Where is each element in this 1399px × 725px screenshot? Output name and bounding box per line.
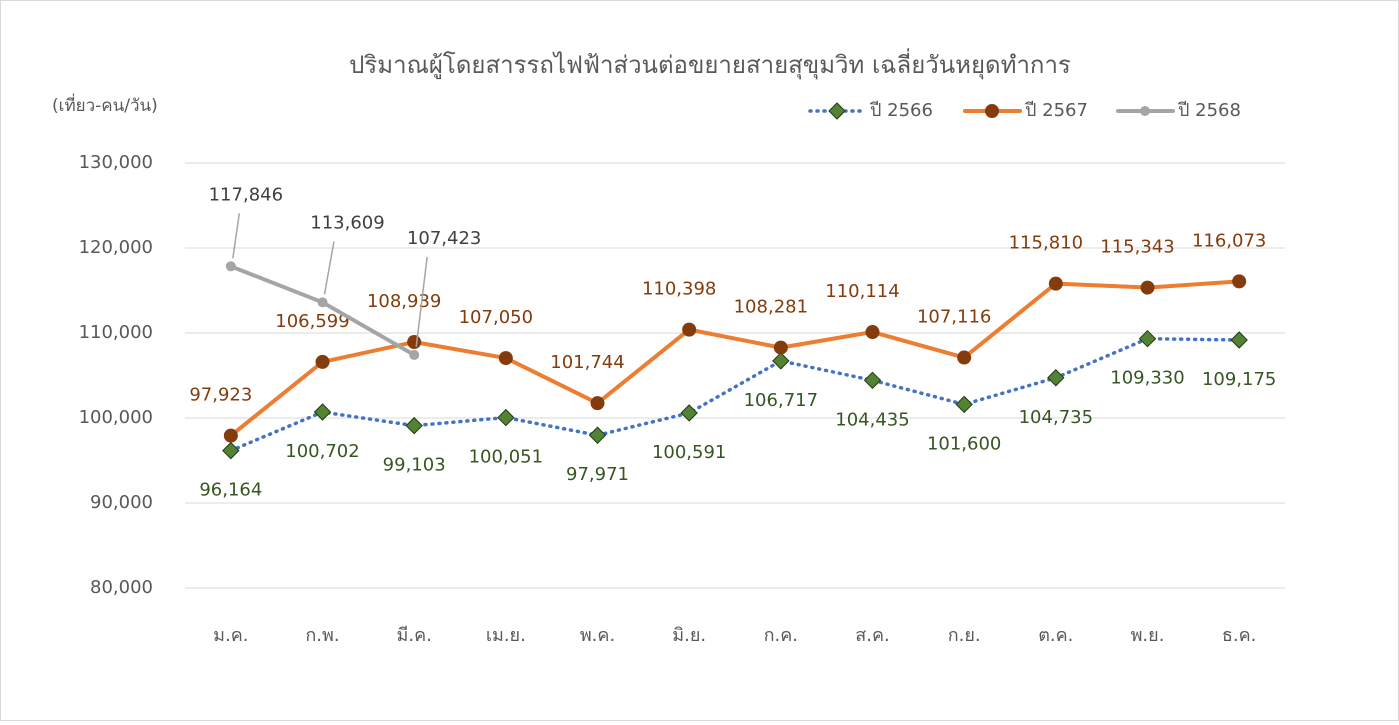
y-axis-label: (เที่ยว-คน/วัน) — [52, 93, 158, 116]
data-label: 117,846 — [209, 184, 283, 205]
data-point — [1048, 276, 1063, 291]
data-point — [590, 396, 605, 411]
data-label: 110,398 — [642, 279, 716, 300]
data-point — [772, 352, 790, 370]
data-label: 107,050 — [459, 307, 533, 328]
data-point — [497, 408, 515, 427]
data-point — [498, 351, 513, 366]
data-point — [1232, 274, 1247, 289]
data-point — [405, 416, 423, 435]
legend-label: ปี 2568 — [1178, 100, 1241, 121]
leader-line — [415, 256, 428, 347]
data-label: 100,051 — [469, 447, 543, 468]
data-label: 107,116 — [917, 307, 991, 328]
x-tick-label: ก.พ. — [305, 625, 339, 646]
data-label: 113,609 — [310, 212, 384, 233]
x-tick-label: มิ.ย. — [672, 625, 706, 646]
y-tick-label: 130,000 — [79, 152, 153, 173]
data-label: 100,591 — [652, 442, 726, 463]
data-label: 115,343 — [1100, 237, 1174, 258]
data-label: 101,744 — [550, 352, 624, 373]
data-point — [865, 325, 880, 340]
data-label: 110,114 — [825, 281, 899, 302]
x-tick-label: ต.ค. — [1038, 625, 1073, 646]
data-label: 107,423 — [407, 228, 481, 249]
data-point — [223, 428, 238, 443]
data-label: 106,599 — [275, 311, 349, 332]
data-point — [773, 340, 788, 355]
x-tick-label: พ.ค. — [580, 625, 615, 646]
data-point — [409, 349, 420, 360]
data-label: 109,175 — [1202, 369, 1276, 390]
data-label: 104,735 — [1019, 407, 1093, 428]
data-label: 104,435 — [835, 409, 909, 430]
data-label: 96,164 — [199, 480, 262, 501]
x-tick-label: พ.ย. — [1131, 625, 1165, 646]
data-point — [315, 354, 330, 369]
y-tick-label: 80,000 — [90, 577, 153, 598]
data-point — [407, 335, 422, 350]
data-point — [863, 371, 882, 390]
x-tick-label: เม.ย. — [486, 625, 526, 646]
data-label: 116,073 — [1192, 230, 1266, 251]
data-point — [313, 403, 332, 421]
data-label: 108,939 — [367, 291, 441, 312]
data-label: 100,702 — [285, 441, 359, 462]
data-point — [1138, 329, 1157, 348]
y-tick-label: 110,000 — [79, 322, 153, 343]
data-point — [682, 322, 697, 337]
x-tick-label: ม.ค. — [213, 625, 248, 646]
leader-line — [232, 213, 241, 259]
data-point — [1047, 369, 1065, 387]
data-point — [957, 350, 972, 365]
data-point — [222, 441, 240, 460]
x-tick-label: มี.ค. — [396, 625, 431, 646]
legend-label: ปี 2566 — [870, 100, 933, 121]
legend-label: ปี 2567 — [1025, 100, 1088, 121]
legend-marker — [985, 104, 999, 118]
data-point — [680, 404, 698, 422]
series-line — [229, 336, 1241, 453]
data-point — [317, 297, 328, 308]
y-tick-label: 120,000 — [79, 237, 153, 258]
data-label: 109,330 — [1110, 368, 1184, 389]
x-tick-label: ส.ค. — [855, 625, 889, 646]
data-label: 101,600 — [927, 433, 1001, 454]
data-label: 106,717 — [744, 390, 818, 411]
x-tick-label: ก.ค. — [764, 625, 798, 646]
data-label: 115,810 — [1009, 233, 1083, 254]
legend-marker — [828, 102, 846, 120]
data-label: 97,923 — [189, 385, 252, 406]
data-point — [225, 261, 236, 272]
data-point — [955, 395, 973, 414]
y-tick-label: 100,000 — [79, 407, 153, 428]
data-label: 108,281 — [734, 297, 808, 318]
y-tick-label: 90,000 — [90, 492, 153, 513]
leader-line — [323, 241, 335, 295]
legend-marker — [1140, 106, 1150, 116]
data-label: 99,103 — [383, 455, 446, 476]
chart-title: ปริมาณผู้โดยสารรถไฟฟ้าส่วนต่อขยายสายสุขุ… — [349, 48, 1071, 80]
x-tick-label: ก.ย. — [948, 625, 981, 646]
data-point — [1230, 331, 1248, 349]
x-tick-label: ธ.ค. — [1222, 625, 1256, 646]
data-point — [588, 426, 607, 444]
data-point — [1140, 280, 1155, 295]
data-label: 97,971 — [566, 464, 629, 485]
